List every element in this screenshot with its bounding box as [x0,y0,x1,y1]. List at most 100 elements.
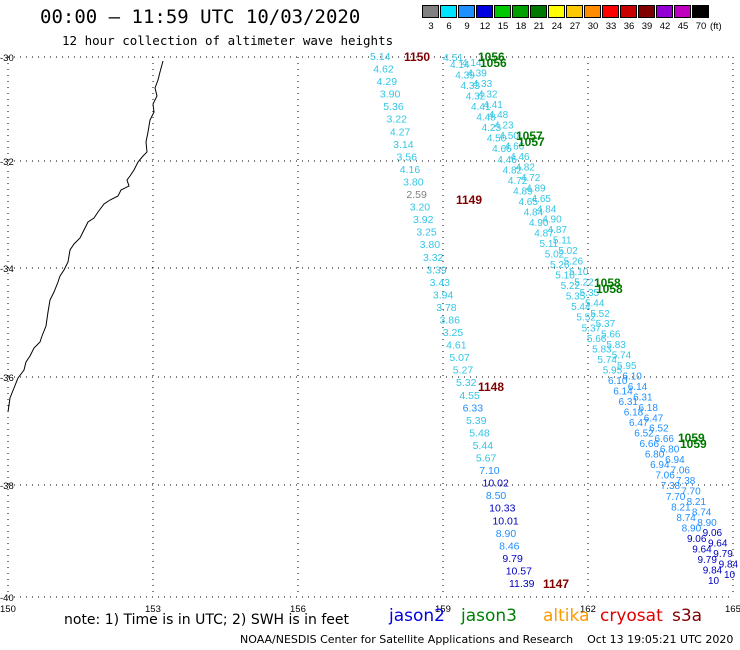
coastline [7,60,164,413]
lat-lon-grid: 150 153 156 159 162 165 -30 -32 -34 -36 -38 -40 [0,53,740,615]
swh-value: 5.95 [617,361,637,372]
swh-value: 3.39 [426,264,447,276]
swh-value: 4.66 [505,142,525,153]
color-scale-swatch [548,5,565,18]
swh-value: 5.02 [558,246,578,257]
lat-label: -32 [0,157,14,168]
swh-value: 3.90 [380,89,401,101]
swh-value: 4.51 [443,52,464,64]
swh-value: 5.35 [566,292,586,303]
swh-value: 5.95 [603,365,623,376]
swh-value: 7.70 [681,486,701,497]
swh-value: 3.14 [393,139,414,151]
lon-label: 156 [290,604,306,615]
swh-value: 5.11 [540,239,559,250]
track-1057-points: 4.144.394.334.324.414.484.234.504.664.46… [462,58,739,581]
swh-value: 5.36 [383,101,404,113]
swh-value: 5.22 [561,281,581,292]
swh-value: 4.72 [521,173,541,184]
swh-value: 4.55 [459,390,480,402]
swh-value: 4.32 [478,89,498,100]
color-scale-label: 9 [464,21,470,32]
swh-value: 4.65 [532,194,552,205]
swh-value: 5.37 [582,323,602,334]
color-scale-label: 18 [515,21,527,32]
swh-value: 6.80 [645,450,665,461]
color-scale-label: 33 [605,21,617,32]
swh-value: 4.84 [524,207,544,218]
color-scale-swatch [458,5,475,18]
swh-value: 6.52 [634,429,654,440]
swh-value: 10.01 [492,515,518,527]
swh-value: 10.02 [483,478,509,490]
swh-value: 6.31 [633,392,653,403]
swh-value: 9.84 [719,560,739,571]
swh-value: 4.48 [476,113,496,124]
swh-value: 4.32 [466,92,486,103]
lon-label: 165 [725,604,740,615]
swh-value: 5.26 [564,257,584,268]
swh-value: 7.38 [676,476,696,487]
track-label-1059-dup: 1059 [680,437,707,451]
swh-value: 10 [724,570,736,581]
swh-value: 4.87 [534,228,554,239]
color-scale-label: 24 [551,21,563,32]
color-scale-swatch [512,5,529,18]
color-scale-swatch [440,5,457,18]
swh-value: 5.52 [576,313,596,324]
swh-value: 7.70 [666,492,686,503]
swh-value: 4.33 [461,81,481,92]
swh-value: 4.87 [548,225,568,236]
swh-value: 4.33 [473,79,493,90]
swh-value: 6.10 [622,371,642,382]
swh-value: 5.48 [469,427,490,439]
swh-value: 5.27 [453,365,474,377]
track-label-1148: 1148 [478,380,504,394]
swh-value: 5.37 [596,319,616,330]
swh-value: 10 [708,576,720,587]
lon-label: 150 [0,604,16,615]
swh-value: 3.92 [413,214,434,226]
swh-value: 3.80 [420,239,441,251]
lon-label: 162 [580,604,596,615]
swh-value: 8.74 [692,507,712,518]
color-scale-swatch [584,5,601,18]
swh-value: 6.94 [665,455,685,466]
color-scale-label: 15 [497,21,509,32]
satellite-jason3: jason3 [461,606,517,626]
color-scale-label: 21 [533,21,545,32]
swh-value: 4.39 [467,68,487,79]
swh-value: 6.31 [618,397,638,408]
swh-value: 7.06 [671,466,691,477]
swh-value: 4.48 [489,110,509,121]
color-scale-swatch [602,5,619,18]
lat-label: -40 [0,593,14,604]
swh-value: 6.33 [463,402,484,414]
swh-value: 7.38 [661,481,681,492]
swh-value: 3.94 [433,289,454,301]
swh-value: 5.02 [545,250,565,261]
swh-value: 5.74 [597,355,617,366]
color-scale-swatch [674,5,691,18]
swh-value: 5.44 [585,298,605,309]
swh-value: 6.47 [629,418,649,429]
swh-value: 6.66 [654,434,674,445]
swh-value: 8.21 [687,497,707,508]
chart-subtitle: 12 hour collection of altimeter wave hei… [62,33,394,48]
lat-label: -30 [0,53,14,64]
swh-value: 4.61 [446,340,467,352]
swh-value: 4.27 [390,126,411,138]
swh-value: 3.43 [430,277,451,289]
satellite-jason2: jason2 [389,606,445,626]
swh-value: 4.29 [377,76,398,88]
footer-credit: NOAA/NESDIS Center for Satellite Applica… [240,633,733,646]
swh-value: 5.07 [449,352,470,364]
swh-value: 4.14 [462,58,482,69]
lon-label: 153 [145,604,161,615]
swh-value: 7.10 [479,465,500,477]
color-scale-swatch [494,5,511,18]
swh-value: 3.78 [436,302,457,314]
color-scale-label: 27 [569,21,581,32]
swh-value: 5.44 [571,302,591,313]
swh-value: 4.41 [483,100,503,111]
